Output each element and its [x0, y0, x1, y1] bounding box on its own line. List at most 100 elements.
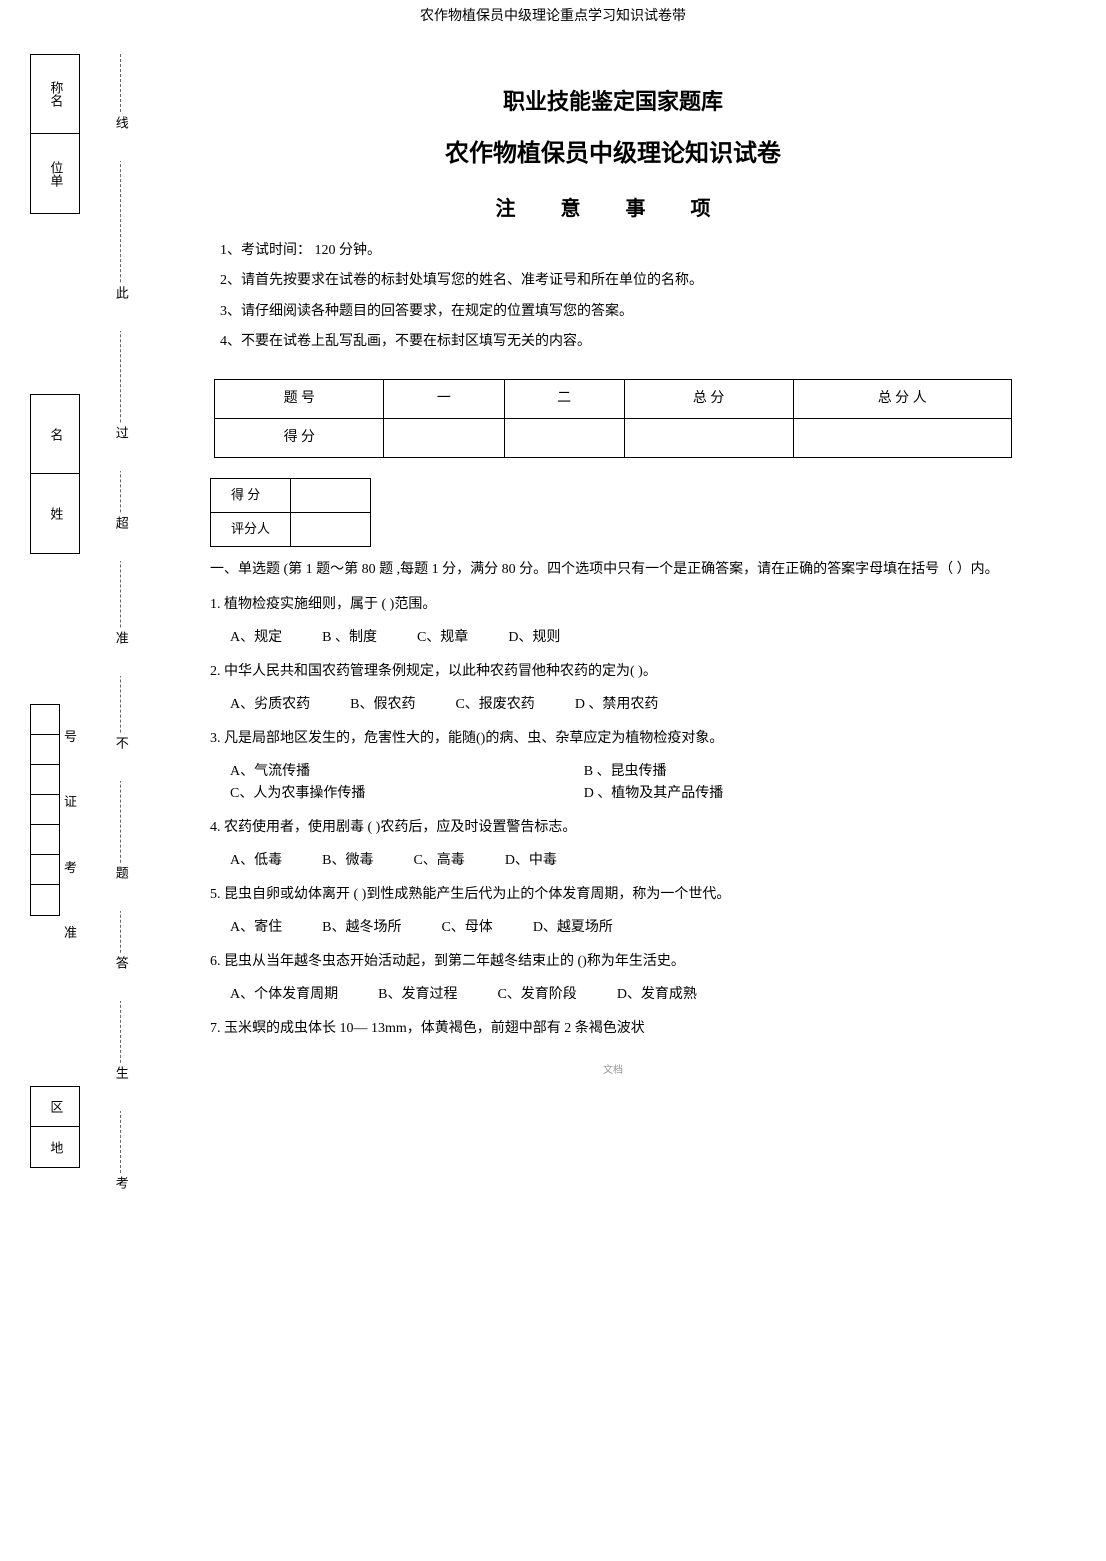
question-bank-title: 职业技能鉴定国家题库 [170, 84, 1056, 119]
binding-column: 线 此 过 超 准 不 题 答 生 考 称名 位单 名 姓 [30, 54, 130, 1218]
info-box-name: 名 姓 [30, 394, 80, 554]
question-6-options: A、个体发育周期 B、发育过程 C、发育阶段 D、发育成熟 [230, 984, 1016, 1006]
id-label-zhun: 准 [64, 923, 77, 944]
vertical-marker-ci: 此 [110, 284, 131, 331]
option-c: C、报废农药 [455, 694, 534, 716]
option-c: C、母体 [441, 917, 492, 939]
notice-list: 1、考试时间： 120 分钟。 2、请首先按要求在试卷的标封处填写您的姓名、准考… [170, 240, 1056, 354]
notice-item: 2、请首先按要求在试卷的标封处填写您的姓名、准考证号和所在单位的名称。 [220, 270, 1006, 292]
table-row: 题 号 一 二 总 分 总 分 人 [215, 379, 1011, 418]
option-b: B 、制度 [322, 627, 377, 649]
question-1: 1. 植物检疫实施细则，属于 ( )范围。 [210, 592, 1016, 619]
id-cell-1 [31, 705, 59, 735]
question-7: 7. 玉米螟的成虫体长 10— 13mm，体黄褐色，前翅中部有 2 条褐色波状 [210, 1016, 1016, 1043]
col-header-scorer: 总 分 人 [793, 379, 1011, 418]
option-d: D 、植物及其产品传播 [584, 783, 938, 805]
option-a: A、气流传播 [230, 761, 584, 783]
question-3-options: A、气流传播 B 、昆虫传播 C、人为农事操作传播 D 、植物及其产品传播 [230, 761, 1016, 806]
content-area: 职业技能鉴定国家题库 农作物植保员中级理论知识试卷 注 意 事 项 1、考试时间… [150, 54, 1076, 1218]
id-cell-7 [31, 885, 59, 915]
notice-item: 1、考试时间： 120 分钟。 [220, 240, 1006, 262]
option-a: A、规定 [230, 627, 282, 649]
vertical-marker-line: 线 [110, 114, 131, 161]
question-2-options: A、劣质农药 B、假农药 C、报废农药 D 、禁用农药 [230, 694, 1016, 716]
option-c: C、人为农事操作传播 [230, 783, 584, 805]
exam-title: 农作物植保员中级理论知识试卷 [170, 135, 1056, 173]
option-b: B 、昆虫传播 [584, 761, 938, 783]
mini-scorer-label: 评分人 [211, 513, 291, 547]
main-container: 线 此 过 超 准 不 题 答 生 考 称名 位单 名 姓 [0, 34, 1106, 1238]
area-di-cell: 地 [31, 1127, 79, 1167]
vertical-marker-kao: 考 [110, 1174, 131, 1221]
id-label-kao: 考 [64, 858, 77, 879]
question-4-options: A、低毒 B、微毒 C、高毒 D、中毒 [230, 850, 1016, 872]
mini-score-label: 得 分 [211, 479, 291, 513]
table-row: 评分人 [211, 513, 371, 547]
question-4: 4. 农药使用者，使用剧毒 ( )农药后，应及时设置警告标志。 [210, 815, 1016, 842]
option-c: C、高毒 [413, 850, 464, 872]
unit-name-cell: 称名 [31, 55, 79, 134]
info-box-area: 区 地 [30, 1086, 80, 1168]
option-b: B、越冬场所 [322, 917, 401, 939]
vertical-marker-zhun: 准 [110, 629, 131, 676]
id-label-zheng: 证 [64, 792, 77, 813]
option-a: A、寄住 [230, 917, 282, 939]
vertical-marker-sheng: 生 [110, 1064, 131, 1111]
score-cell [624, 418, 793, 457]
id-cell-3 [31, 765, 59, 795]
option-d: D、规则 [508, 627, 560, 649]
page-header: 农作物植保员中级理论重点学习知识试卷带 [0, 0, 1106, 34]
id-cell-5 [31, 825, 59, 855]
section-score-table: 得 分 评分人 [210, 478, 371, 547]
option-c: C、发育阶段 [497, 984, 576, 1006]
question-6: 6. 昆虫从当年越冬虫态开始活动起，到第二年越冬结束止的 ()称为年生活史。 [210, 949, 1016, 976]
id-cell-2 [31, 735, 59, 765]
option-b: B、微毒 [322, 850, 373, 872]
unit-cell: 位单 [31, 134, 79, 213]
notice-heading: 注 意 事 项 [170, 193, 1056, 225]
vertical-marker-bu: 不 [110, 734, 131, 781]
question-1-options: A、规定 B 、制度 C、规章 D、规则 [230, 627, 1016, 649]
area-qu-cell: 区 [31, 1087, 79, 1127]
question-5: 5. 昆虫自卵或幼体离开 ( )到性成熟能产生后代为止的个体发育周期，称为一个世… [210, 882, 1016, 909]
option-b: B、假农药 [350, 694, 415, 716]
notice-item: 4、不要在试卷上乱写乱画，不要在标封区填写无关的内容。 [220, 331, 1006, 353]
score-summary-table: 题 号 一 二 总 分 总 分 人 得 分 [214, 379, 1011, 459]
id-cell-6 [31, 855, 59, 885]
col-header-two: 二 [504, 379, 624, 418]
question-3: 3. 凡是局部地区发生的，危害性大的，能随()的病、虫、杂草应定为植物检疫对象。 [210, 726, 1016, 753]
option-d: D、中毒 [505, 850, 557, 872]
option-d: D 、禁用农药 [575, 694, 659, 716]
option-d: D、越夏场所 [533, 917, 613, 939]
info-box-unit: 称名 位单 [30, 54, 80, 214]
option-d: D、发育成熟 [617, 984, 697, 1006]
id-cell-4 [31, 795, 59, 825]
score-cell [384, 418, 504, 457]
question-5-options: A、寄住 B、越冬场所 C、母体 D、越夏场所 [230, 917, 1016, 939]
footer-watermark: 文档 [170, 1063, 1056, 1079]
option-c: C、规章 [417, 627, 468, 649]
surname-cell: 姓 [31, 474, 79, 553]
option-a: A、低毒 [230, 850, 282, 872]
vertical-marker-guo: 过 [110, 424, 131, 471]
id-label-hao: 号 [64, 727, 77, 748]
info-box-exam-id [30, 704, 60, 916]
vertical-marker-da: 答 [110, 954, 131, 1001]
col-header-total: 总 分 [624, 379, 793, 418]
notice-item: 3、请仔细阅读各种题目的回答要求，在规定的位置填写您的答案。 [220, 301, 1006, 323]
section-one-title: 一、单选题 (第 1 题～第 80 题 ,每题 1 分，满分 80 分。四个选项… [210, 557, 1016, 582]
vertical-marker-ti: 题 [110, 864, 131, 911]
col-header-num: 题 号 [215, 379, 384, 418]
score-cell [793, 418, 1011, 457]
table-row: 得 分 [215, 418, 1011, 457]
vertical-marker-chao: 超 [110, 514, 131, 561]
mini-scorer-value [291, 513, 371, 547]
question-2: 2. 中华人民共和国农药管理条例规定，以此种农药冒他种农药的定为( )。 [210, 659, 1016, 686]
given-name-cell: 名 [31, 395, 79, 474]
option-b: B、发育过程 [378, 984, 457, 1006]
table-row: 得 分 [211, 479, 371, 513]
option-a: A、劣质农药 [230, 694, 310, 716]
col-header-one: 一 [384, 379, 504, 418]
mini-score-value [291, 479, 371, 513]
option-a: A、个体发育周期 [230, 984, 338, 1006]
